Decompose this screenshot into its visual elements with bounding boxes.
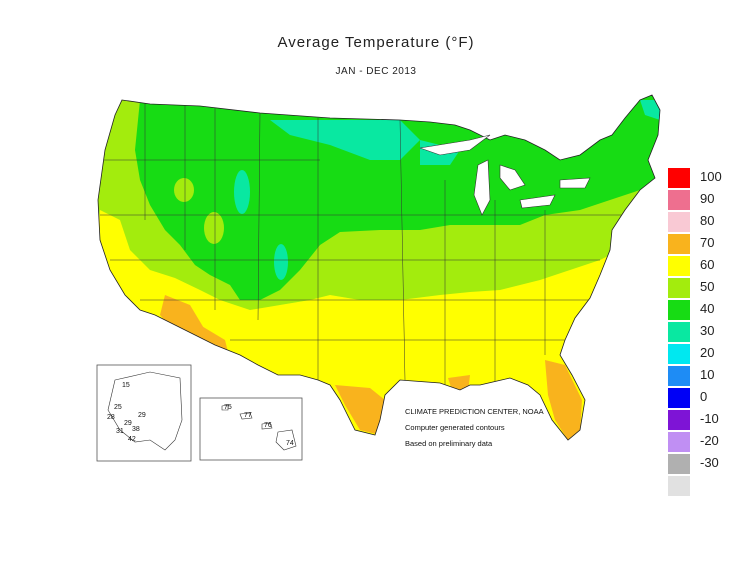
- alaska-value-5: 29: [124, 420, 132, 427]
- credit-line-1: CLIMATE PREDICTION CENTER, NOAA: [405, 407, 544, 416]
- legend-label: -30: [700, 455, 719, 470]
- legend-swatch: [668, 366, 690, 386]
- alaska-value-4: 29: [138, 412, 146, 419]
- legend-label: 50: [700, 279, 715, 294]
- legend-row: 30: [668, 321, 748, 343]
- legend-swatch: [668, 410, 690, 430]
- legend-swatch: [668, 256, 690, 276]
- legend-swatch: [668, 212, 690, 232]
- alaska-value-2: 25: [114, 404, 122, 411]
- legend-swatch: [668, 168, 690, 188]
- alaska-value-8: 42: [128, 436, 136, 443]
- hawaii-value-3: 76: [264, 422, 272, 429]
- legend-swatch: [668, 432, 690, 452]
- legend-row: 100: [668, 167, 748, 189]
- legend-label: 10: [700, 367, 715, 382]
- alaska-value-7: 38: [132, 426, 140, 433]
- legend-label: -20: [700, 433, 719, 448]
- band-30-north: [270, 120, 420, 160]
- band-30-me: [640, 100, 660, 120]
- legend-label: 90: [700, 191, 715, 206]
- legend-label: 20: [700, 345, 715, 360]
- legend-row: -20: [668, 431, 748, 453]
- lake-erie: [519, 194, 556, 209]
- legend-row: [668, 475, 748, 497]
- temperature-legend: 100 90 80 70 60 50 40 30 20 10 0 -10 -20 -30: [668, 167, 748, 497]
- legend-swatch: [668, 190, 690, 210]
- legend-swatch: [668, 388, 690, 408]
- legend-row: -10: [668, 409, 748, 431]
- legend-row: 50: [668, 277, 748, 299]
- legend-label: 40: [700, 301, 715, 316]
- legend-row: 10: [668, 365, 748, 387]
- alaska-outline: [107, 371, 183, 451]
- credit-line-2: Computer generated contours: [405, 423, 505, 432]
- legend-row: 70: [668, 233, 748, 255]
- alaska-value-3: 28: [107, 414, 115, 421]
- legend-label: 0: [700, 389, 708, 404]
- legend-swatch: [668, 454, 690, 474]
- lake-huron: [499, 164, 526, 191]
- legend-label: 70: [700, 235, 715, 250]
- band-50-ut: [204, 212, 224, 244]
- band-70-fl: [545, 360, 582, 440]
- alaska-inset: [96, 364, 192, 462]
- lake-superior: [419, 134, 491, 156]
- map-title: Average Temperature (°F): [277, 34, 475, 51]
- legend-row: -30: [668, 453, 748, 475]
- credit-line-3: Based on preliminary data: [405, 439, 493, 448]
- legend-swatch: [668, 344, 690, 364]
- band-30-wy: [234, 170, 250, 214]
- legend-label: 80: [700, 213, 715, 228]
- legend-swatch: [668, 476, 690, 496]
- band-70-tx: [335, 385, 385, 435]
- legend-swatch: [668, 322, 690, 342]
- legend-row: 80: [668, 211, 748, 233]
- legend-label: -10: [700, 411, 719, 426]
- band-30-co: [274, 244, 288, 280]
- hawaii-value-2: 77: [244, 412, 252, 419]
- legend-row: 60: [668, 255, 748, 277]
- legend-row: 20: [668, 343, 748, 365]
- hawaii-islands: [221, 404, 297, 451]
- hawaii-value-1: 75: [224, 404, 232, 411]
- legend-label: 60: [700, 257, 715, 272]
- lake-ontario: [559, 177, 591, 189]
- legend-swatch: [668, 300, 690, 320]
- legend-label: 30: [700, 323, 715, 338]
- legend-row: 0: [668, 387, 748, 409]
- legend-swatch: [668, 234, 690, 254]
- legend-swatch: [668, 278, 690, 298]
- hawaii-inset: [199, 397, 303, 461]
- lake-michigan: [473, 159, 491, 216]
- map-subtitle: JAN - DEC 2013: [335, 66, 417, 77]
- hawaii-value-4: 74: [286, 440, 294, 447]
- great-lakes: [419, 134, 591, 216]
- state-borders: [100, 100, 640, 385]
- legend-row: 90: [668, 189, 748, 211]
- alaska-value-1: 15: [122, 382, 130, 389]
- band-50-id: [174, 178, 194, 202]
- legend-row: 40: [668, 299, 748, 321]
- alaska-value-6: 31: [116, 428, 124, 435]
- band-70-ca: [160, 295, 205, 340]
- credits: CLIMATE PREDICTION CENTER, NOAA Computer…: [405, 404, 544, 452]
- legend-label: 100: [700, 169, 722, 184]
